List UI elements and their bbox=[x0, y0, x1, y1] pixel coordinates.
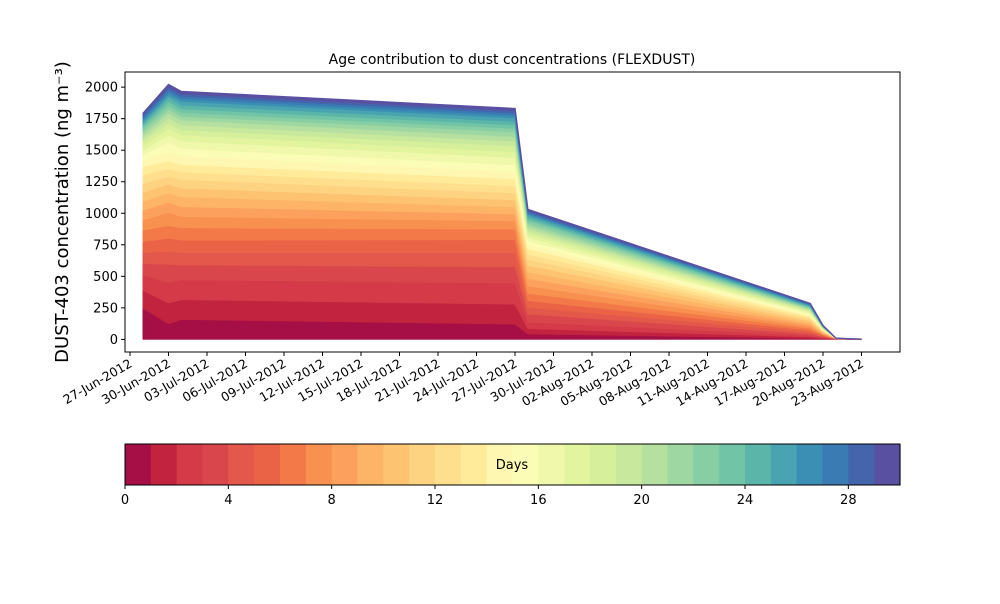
y-tick-label: 500 bbox=[93, 270, 118, 285]
y-tick-label: 2000 bbox=[85, 81, 118, 96]
y-tick-label: 1250 bbox=[85, 175, 118, 190]
colorbar-swatch bbox=[770, 444, 798, 485]
colorbar-swatch bbox=[848, 444, 875, 485]
colorbar-swatch bbox=[228, 444, 255, 485]
colorbar-swatch bbox=[615, 444, 643, 485]
colorbar-swatch bbox=[254, 444, 281, 485]
colorbar-tick-label: 8 bbox=[328, 493, 336, 508]
colorbar-swatch bbox=[564, 444, 591, 485]
colorbar-frame bbox=[124, 443, 901, 486]
colorbar-tick-label: 24 bbox=[737, 493, 754, 508]
colorbar-swatch bbox=[280, 444, 307, 485]
y-tick-label: 1000 bbox=[85, 207, 118, 222]
y-axis: 0 250 500 750 1000 1250 1500 1750 2000 bbox=[85, 81, 125, 348]
colorbar-swatch bbox=[719, 444, 746, 485]
colorbar-swatch bbox=[460, 444, 488, 485]
colorbar-swatch bbox=[125, 444, 152, 485]
colorbar-swatch bbox=[331, 444, 359, 485]
colorbar-tick-label: 28 bbox=[840, 493, 857, 508]
colorbar-swatch bbox=[512, 444, 539, 485]
colorbar-tick-label: 12 bbox=[427, 493, 444, 508]
colorbar-label: Days bbox=[496, 458, 529, 473]
colorbar-swatch bbox=[409, 444, 436, 485]
colorbar-swatch bbox=[383, 444, 410, 485]
colorbar-tick-label: 20 bbox=[633, 493, 650, 508]
y-axis-label: DUST-403 concentration (ng m⁻³) bbox=[52, 61, 73, 363]
colorbar-swatch bbox=[641, 444, 669, 485]
colorbar-swatch bbox=[745, 444, 772, 485]
colorbar-swatch bbox=[874, 444, 901, 485]
colorbar-swatch bbox=[202, 444, 229, 485]
colorbar-swatch bbox=[796, 444, 824, 485]
colorbar-swatch bbox=[176, 444, 204, 485]
plot-frame bbox=[124, 71, 901, 353]
colorbar-swatch bbox=[486, 444, 514, 485]
y-tick-label: 1750 bbox=[85, 112, 118, 127]
y-tick-label: 1500 bbox=[85, 144, 118, 159]
colorbar-tick-label: 4 bbox=[224, 493, 232, 508]
colorbar-swatch bbox=[822, 444, 849, 485]
colorbar-swatch bbox=[150, 444, 178, 485]
colorbar-swatch bbox=[693, 444, 720, 485]
colorbar-swatch bbox=[357, 444, 384, 485]
colorbar-swatch bbox=[305, 444, 333, 485]
total-concentration-line bbox=[142, 83, 862, 340]
colorbar-tick-label: 0 bbox=[121, 493, 129, 508]
x-axis: 27-Jun-201230-Jun-201203-Jul-201206-Jul-… bbox=[60, 352, 866, 409]
colorbar-swatch bbox=[538, 444, 565, 485]
y-tick-label: 250 bbox=[93, 301, 118, 316]
stacked-area-layers bbox=[142, 83, 862, 340]
colorbar: 0 4 8 12 16 20 24 28 bbox=[121, 443, 901, 508]
chart-title: Age contribution to dust concentrations … bbox=[329, 52, 696, 68]
colorbar-swatch bbox=[667, 444, 694, 485]
colorbar-tick-label: 16 bbox=[530, 493, 547, 508]
colorbar-swatch bbox=[590, 444, 617, 485]
colorbar-swatch bbox=[435, 444, 462, 485]
y-tick-label: 0 bbox=[110, 333, 118, 348]
y-tick-label: 750 bbox=[93, 238, 118, 253]
